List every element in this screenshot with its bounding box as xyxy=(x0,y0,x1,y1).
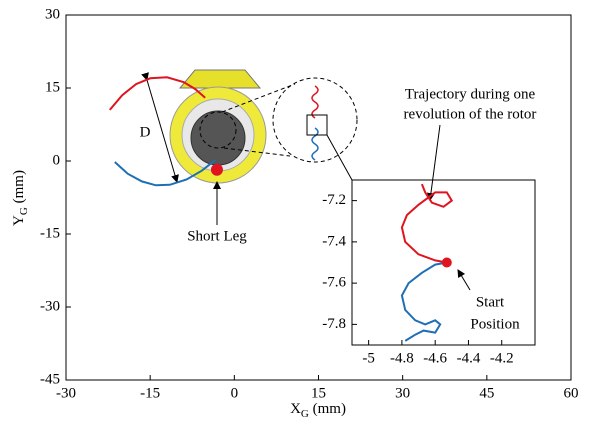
axis-label: XG (mm) xyxy=(290,401,346,419)
y-tick-label: 15 xyxy=(45,79,60,95)
x-tick-label: -15 xyxy=(140,385,160,401)
annotation: Short Leg xyxy=(187,228,247,244)
y-tick-label: 0 xyxy=(53,152,61,168)
x-tick-label: -4.8 xyxy=(390,350,414,366)
x-tick-label: 45 xyxy=(479,385,494,401)
trajectory xyxy=(402,184,452,262)
y-tick-label: -7.6 xyxy=(322,275,346,291)
y-tick-label: 30 xyxy=(45,6,60,22)
x-tick-label: -4.2 xyxy=(490,350,514,366)
axis-label-part: G xyxy=(301,408,309,420)
x-tick-label: 30 xyxy=(395,385,410,401)
y-tick-label: -7.2 xyxy=(322,192,346,208)
annotation: Position xyxy=(470,316,520,332)
x-tick-label: -4.4 xyxy=(457,350,481,366)
axis-label-part: Y xyxy=(11,215,27,226)
start-marker xyxy=(442,258,452,268)
annotation: Start xyxy=(476,294,505,310)
figure: -30-15015304560-45-30-1501530XG (mm)YG (… xyxy=(0,0,595,432)
x-tick-label: 15 xyxy=(311,385,326,401)
y-tick-label: -45 xyxy=(40,371,60,387)
short-leg-marker xyxy=(211,164,223,176)
x-tick-label: -5 xyxy=(362,350,375,366)
y-tick-label: -7.8 xyxy=(322,316,346,332)
x-tick-label: 0 xyxy=(231,385,239,401)
axis-label-part: (mm) xyxy=(11,170,27,207)
axis-label-part: X xyxy=(290,401,301,417)
x-tick-label: 60 xyxy=(564,385,579,401)
x-tick-label: -30 xyxy=(56,385,76,401)
annotation: Trajectory during one xyxy=(405,86,536,102)
annotation: D xyxy=(140,124,151,140)
y-tick-label: -7.4 xyxy=(322,233,346,249)
y-tick-label: -30 xyxy=(40,298,60,314)
axis-label-part: G xyxy=(18,207,30,215)
axis-label-part: (mm) xyxy=(309,401,346,417)
annotation: revolution of the rotor xyxy=(404,106,537,122)
y-tick-label: -15 xyxy=(40,225,60,241)
x-tick-label: -4.6 xyxy=(423,350,447,366)
axis-label: YG (mm) xyxy=(11,170,29,226)
trajectory xyxy=(402,263,447,341)
